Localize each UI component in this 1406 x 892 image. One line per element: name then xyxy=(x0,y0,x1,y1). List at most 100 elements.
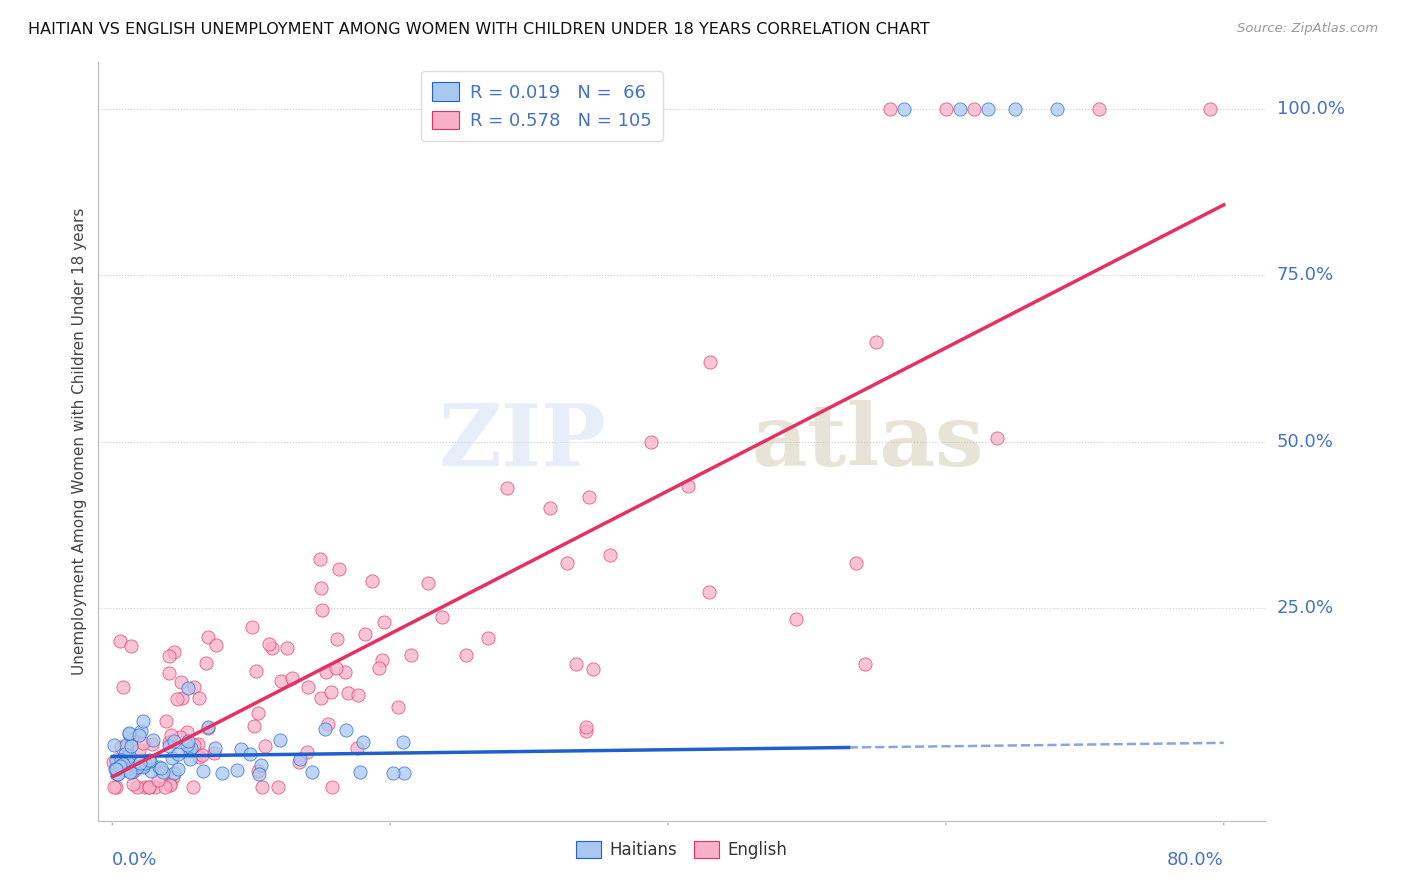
Point xyxy=(280,671,302,685)
Point xyxy=(146,772,169,787)
Point xyxy=(250,780,273,795)
Point xyxy=(270,674,292,689)
Point xyxy=(127,760,149,774)
Point xyxy=(105,754,128,768)
Point xyxy=(157,739,180,753)
Point xyxy=(177,681,200,695)
Point xyxy=(117,756,139,770)
Point xyxy=(103,738,125,752)
Point xyxy=(311,603,333,617)
Point xyxy=(129,723,152,738)
Point xyxy=(416,576,439,591)
Point xyxy=(155,780,177,795)
Point xyxy=(104,780,127,795)
Point xyxy=(112,680,135,694)
Point xyxy=(143,780,166,795)
Point xyxy=(121,764,143,779)
Point xyxy=(287,756,309,770)
Point xyxy=(148,759,170,773)
Point xyxy=(1087,102,1109,116)
Point xyxy=(120,639,142,653)
Point xyxy=(205,638,228,652)
Point xyxy=(456,648,478,662)
Point xyxy=(204,741,226,756)
Point xyxy=(138,753,160,767)
Point xyxy=(360,574,382,588)
Point xyxy=(177,742,200,756)
Point xyxy=(477,631,499,645)
Point xyxy=(108,759,131,773)
Point xyxy=(170,674,193,689)
Point xyxy=(128,756,150,771)
Point xyxy=(128,743,150,757)
Point xyxy=(169,730,191,744)
Point xyxy=(141,764,163,778)
Point xyxy=(349,764,371,779)
Point xyxy=(120,739,142,753)
Point xyxy=(108,634,131,648)
Point xyxy=(555,556,578,570)
Point xyxy=(107,766,129,780)
Point xyxy=(262,640,284,655)
Point xyxy=(309,691,332,706)
Point xyxy=(337,686,360,700)
Point xyxy=(103,780,125,795)
Text: ZIP: ZIP xyxy=(439,400,606,483)
Point xyxy=(269,733,291,747)
Point xyxy=(676,479,699,493)
Point xyxy=(202,746,225,760)
Point xyxy=(159,779,181,793)
Text: 0.0%: 0.0% xyxy=(112,851,157,869)
Point xyxy=(211,765,233,780)
Point xyxy=(132,736,155,750)
Point xyxy=(346,740,368,755)
Point xyxy=(120,764,142,779)
Point xyxy=(138,780,160,795)
Point xyxy=(245,664,267,678)
Text: 75.0%: 75.0% xyxy=(1277,267,1334,285)
Point xyxy=(962,102,984,116)
Point xyxy=(314,722,336,736)
Point xyxy=(495,481,517,495)
Point xyxy=(191,764,214,778)
Point xyxy=(575,724,598,739)
Point xyxy=(354,627,377,641)
Point xyxy=(121,761,143,775)
Point xyxy=(159,777,181,791)
Point xyxy=(118,727,141,741)
Point xyxy=(373,615,395,630)
Point xyxy=(187,750,209,764)
Point xyxy=(387,699,409,714)
Point xyxy=(599,548,621,562)
Legend: Haitians, English: Haitians, English xyxy=(569,834,794,865)
Point xyxy=(162,750,184,764)
Point xyxy=(183,738,205,752)
Point xyxy=(538,501,561,516)
Point xyxy=(976,102,998,116)
Point xyxy=(295,745,318,759)
Point xyxy=(250,758,273,772)
Point xyxy=(115,763,138,777)
Point xyxy=(368,661,391,675)
Point xyxy=(935,102,957,116)
Point xyxy=(103,755,125,769)
Point xyxy=(565,657,588,671)
Point xyxy=(845,556,868,570)
Point xyxy=(179,752,201,766)
Point xyxy=(432,610,454,624)
Point xyxy=(316,717,339,731)
Point xyxy=(141,737,163,751)
Point xyxy=(105,767,128,781)
Point xyxy=(180,741,202,756)
Point xyxy=(239,747,262,761)
Point xyxy=(640,434,662,449)
Point xyxy=(138,780,160,795)
Point xyxy=(1004,102,1026,116)
Y-axis label: Unemployment Among Women with Children Under 18 years: Unemployment Among Women with Children U… xyxy=(72,208,87,675)
Point xyxy=(229,742,252,756)
Point xyxy=(159,728,181,742)
Point xyxy=(1046,102,1069,116)
Point xyxy=(105,762,128,776)
Point xyxy=(155,714,177,728)
Point xyxy=(242,719,264,733)
